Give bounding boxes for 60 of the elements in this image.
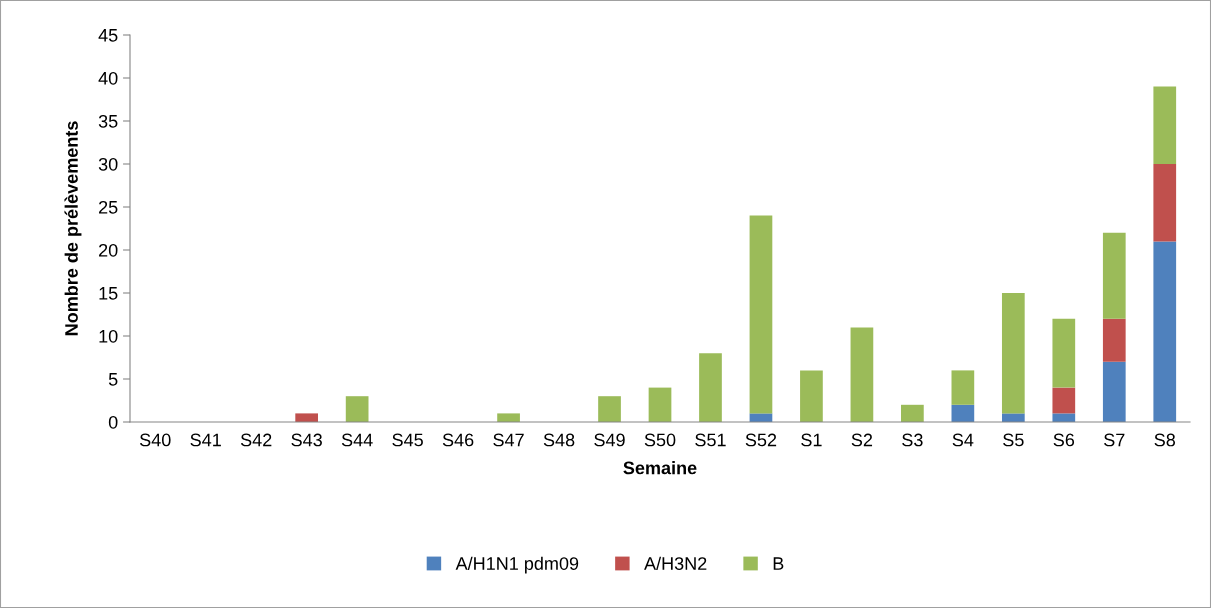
x-tick-label: S44: [341, 433, 373, 447]
y-tick-label: 5: [108, 373, 118, 386]
y-tick-label: 35: [98, 114, 118, 128]
bar: [850, 327, 874, 422]
bar: [598, 396, 621, 422]
bar: [951, 370, 975, 405]
bar: [901, 404, 924, 422]
y-tick-label: 20: [99, 243, 118, 257]
bar: [800, 370, 823, 422]
x-tick-label: S7: [1104, 433, 1125, 447]
bar: [749, 215, 773, 414]
x-tick-label: S47: [493, 433, 524, 447]
y-tick-label: 15: [99, 287, 118, 300]
x-tick-label: S41: [190, 433, 221, 447]
y-tick-label: 10: [99, 329, 118, 343]
y-axis-title: Nombre de prélèvements: [64, 121, 82, 336]
bar: [1001, 293, 1025, 414]
x-tick-label: S1: [801, 433, 822, 447]
x-tick-label: S45: [392, 433, 423, 447]
bar: [951, 404, 975, 422]
y-tick-label: 30: [98, 157, 118, 171]
bar: [749, 413, 773, 422]
x-tick-label: S2: [851, 433, 873, 447]
bar: [1052, 413, 1076, 422]
x-tick-label: S51: [695, 433, 726, 447]
x-tick-label: S5: [1003, 433, 1024, 447]
y-tick-label: 45: [98, 29, 118, 42]
bar: [1153, 86, 1177, 164]
x-tick-label: S46: [442, 433, 474, 447]
bar: [1153, 164, 1177, 242]
bar: [1052, 387, 1076, 414]
bar: [1001, 413, 1025, 422]
bar: [699, 353, 722, 422]
x-tick-label: S48: [543, 433, 575, 447]
bar: [1102, 232, 1126, 319]
legend-label: A/H3N2: [644, 556, 707, 570]
y-tick-label: 40: [98, 71, 118, 85]
bar: [1102, 318, 1126, 362]
x-tick-label: S4: [952, 433, 974, 447]
bar: [1052, 318, 1076, 388]
y-tick-label: 25: [99, 200, 118, 214]
x-tick-label: S42: [240, 433, 272, 447]
x-tick-label: S49: [594, 433, 625, 447]
bar: [648, 387, 672, 422]
bar: [1102, 361, 1126, 422]
bar: [345, 396, 369, 422]
x-tick-label: S3: [902, 433, 923, 447]
bar: [1153, 241, 1177, 422]
legend-label: A/H1N1 pdm09: [455, 556, 579, 574]
x-tick-label: S43: [291, 433, 322, 447]
x-tick-label: S50: [644, 433, 676, 447]
x-axis-title: Semaine: [623, 461, 697, 475]
legend-label: B: [773, 557, 784, 570]
bar: [295, 413, 319, 422]
x-tick-label: S8: [1154, 433, 1176, 447]
x-tick-label: S52: [745, 433, 777, 447]
y-tick-label: 0: [108, 415, 118, 429]
x-tick-label: S6: [1053, 433, 1075, 447]
bar: [497, 413, 520, 422]
x-tick-label: S40: [140, 433, 171, 447]
